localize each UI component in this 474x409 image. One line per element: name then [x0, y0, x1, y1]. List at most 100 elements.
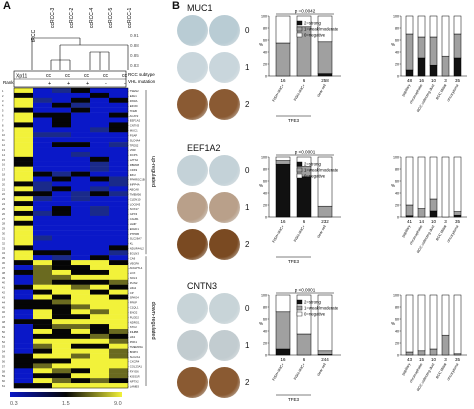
heatmap-cell [71, 373, 90, 379]
heatmap-cell [90, 127, 109, 133]
gene-label: - INHBB [128, 330, 138, 334]
heatmap-cell [52, 102, 71, 108]
heatmap-cell [71, 363, 90, 369]
gene-label: - KL [128, 242, 134, 246]
panel-b-letter: B [172, 0, 180, 12]
heatmap-cell [14, 373, 33, 379]
heatmap-cell [109, 137, 128, 143]
legend-label: 1=weak/moderate [304, 168, 339, 173]
gene-label: - PFKP [128, 301, 137, 305]
gene-label: - ENO2 [128, 310, 138, 314]
bar-segment [405, 204, 414, 217]
heatmap-cell [71, 358, 90, 364]
heatmap-cell [71, 142, 90, 148]
heatmap-cell [109, 181, 128, 187]
gene-label: - TSEN2 [128, 89, 139, 93]
category-label: RCC Mittal [435, 362, 447, 379]
heatmap-cell [14, 328, 33, 335]
legend-label: 2=strong [304, 300, 321, 305]
heatmap-cell [109, 132, 128, 138]
heatmap-cell [14, 260, 33, 266]
heatmap-cell [52, 147, 71, 153]
heatmap-cell [14, 289, 33, 295]
panel-a-figure: tRCC ccRCC-3 ccRCC-2 ccRCC-4 ccRCC-5 ccRCC-1 0… [2, 8, 156, 407]
heatmap-cell [90, 206, 109, 212]
heatmap-cell [14, 265, 33, 271]
heatmap-cell [71, 265, 90, 271]
heatmap-cell [90, 112, 109, 118]
row-rank: 23 [2, 197, 5, 201]
heatmap-cell [14, 196, 33, 202]
row-rank: 45 [2, 305, 5, 309]
up-regulated-label: up-regulated [150, 156, 156, 187]
heatmap-cell [71, 240, 90, 246]
heatmap-cell [52, 348, 71, 354]
heatmap-cell [52, 215, 71, 221]
legend-swatch [296, 26, 303, 32]
row-rank: 24 [2, 202, 5, 206]
heatmap-cell [109, 319, 128, 325]
ihc-core [177, 52, 208, 83]
heatmap-cell [52, 122, 71, 128]
heatmap-cell [71, 127, 90, 133]
row-rank: 28 [2, 222, 5, 226]
heatmap-cell [90, 176, 109, 182]
heatmap-cell [71, 186, 90, 192]
heatmap-cell [33, 137, 52, 143]
heatmap-cell [52, 181, 71, 187]
heatmap-cell [33, 284, 52, 290]
row-rank: 40 [2, 281, 5, 285]
heatmap-frame [13, 87, 129, 389]
n-label: 6 [303, 219, 306, 224]
heatmap-cell [109, 235, 128, 241]
gene-label: - NPTX2 [128, 379, 139, 383]
heatmap-cell [71, 206, 90, 212]
heatmap-cell [14, 294, 33, 300]
n-label: 6 [303, 357, 306, 362]
heatmap-cell [90, 88, 109, 94]
gene-label: - EFHD1 [128, 227, 139, 231]
row-rank: 46 [2, 310, 5, 314]
gene-label: - TMEM56 [128, 192, 141, 196]
bar-segment [429, 198, 438, 212]
heatmap-cell [90, 215, 109, 221]
bar-segment [453, 33, 462, 59]
heatmap-cell [14, 132, 33, 138]
heatmap-cell [109, 225, 128, 231]
heatmap-cell [52, 92, 71, 99]
heatmap-cell [109, 279, 128, 285]
heatmap-cell [33, 378, 52, 384]
y-tick-label: 20 [263, 63, 267, 67]
heatmap-cell [33, 314, 52, 320]
heatmap-cell [14, 181, 33, 187]
heatmap-cell [90, 373, 109, 379]
heatmap-cell [90, 225, 109, 231]
gene-label: - TFEB [128, 109, 137, 113]
y-tick-label: 40 [263, 192, 267, 196]
row-rank: 54 [2, 350, 5, 354]
y-tick-label: 0 [397, 354, 399, 358]
heatmap-cell [90, 338, 109, 344]
bar-segment [453, 214, 462, 218]
heatmap-cell [14, 171, 33, 177]
heatmap-cell [52, 319, 71, 325]
heatmap-cell [14, 220, 33, 226]
n-label: 15 [419, 357, 425, 362]
bar-segment [317, 15, 333, 43]
heatmap-cell [52, 240, 71, 246]
row-rank: 61 [2, 384, 5, 388]
heatmap-cell [109, 220, 128, 226]
dendrogram-label: ccRCC-3 [50, 8, 56, 28]
heatmap-cell [33, 176, 52, 182]
vhl-cell: + [86, 81, 89, 87]
heatmap-cell [71, 284, 90, 290]
heatmap-cell [71, 299, 90, 305]
heatmap-cell [109, 289, 128, 295]
heatmap-cell [90, 324, 109, 330]
heatmap-cell [109, 383, 128, 389]
heatmap-cell [90, 260, 109, 266]
heatmap-cell [14, 348, 33, 354]
heatmap-cell [33, 333, 52, 340]
gene-label: - COL23A1 [128, 365, 142, 369]
legend-label: 0=negative [304, 33, 326, 38]
